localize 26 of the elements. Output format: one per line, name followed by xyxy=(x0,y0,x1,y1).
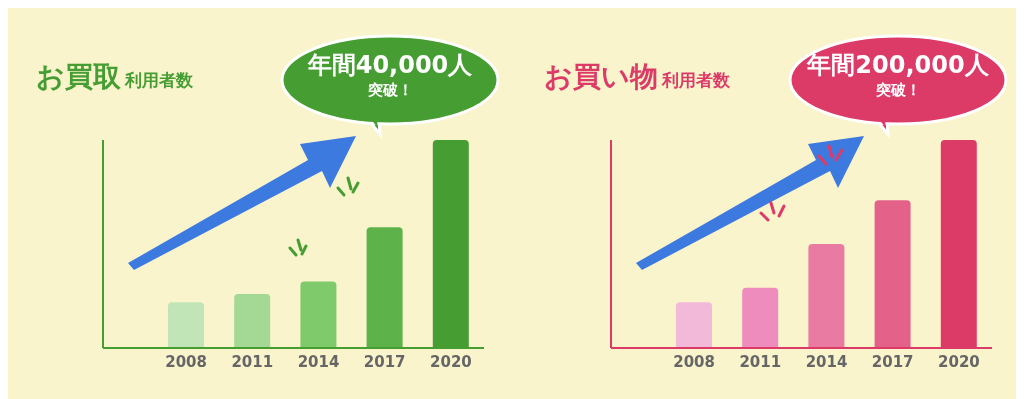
x-tick-label: 2014 xyxy=(297,352,340,371)
x-tick-label: 2011 xyxy=(231,352,274,371)
bar xyxy=(808,244,845,348)
x-tick-label: 2017 xyxy=(871,352,914,371)
x-tick-label: 2017 xyxy=(363,352,406,371)
text: 突破！ xyxy=(366,80,414,100)
text: 年間40,000人 xyxy=(306,50,474,80)
x-tick-label: 2020 xyxy=(430,352,472,371)
x-tick-label: 2008 xyxy=(673,352,715,371)
bar xyxy=(168,302,204,348)
text: 突破！ xyxy=(874,80,922,100)
bar xyxy=(676,302,712,348)
chart-subtitle: 利用者数 xyxy=(125,70,193,90)
text: 年間200,000人 xyxy=(805,50,990,80)
x-tick-label: 2020 xyxy=(938,352,980,371)
x-tick-label: 2008 xyxy=(165,352,207,371)
chart-subtitle: 利用者数 xyxy=(662,70,730,90)
chart-title: お買い物 xyxy=(544,60,658,93)
bar xyxy=(874,200,911,348)
chart-title: お買取 xyxy=(36,60,121,93)
bar xyxy=(300,281,337,348)
bar xyxy=(366,227,403,348)
x-tick-label: 2011 xyxy=(739,352,782,371)
bar xyxy=(742,287,779,348)
bar xyxy=(234,293,271,348)
x-tick-label: 2014 xyxy=(805,352,848,371)
